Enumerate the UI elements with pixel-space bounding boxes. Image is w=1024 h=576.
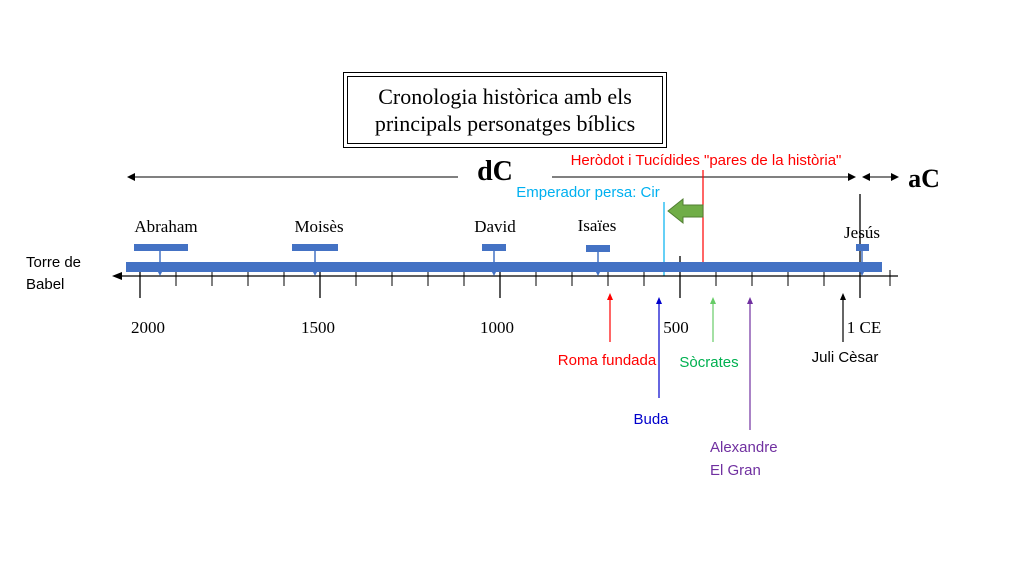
axis-label-1ce: 1 CE (847, 318, 881, 337)
axis-ticks (139, 194, 891, 298)
page-title: Cronologia històrica amb els principals … (347, 76, 663, 144)
marker-isaies (586, 245, 610, 276)
title-box: Cronologia històrica amb els principals … (343, 72, 667, 148)
label-alexandre-line2: El Gran (710, 462, 761, 479)
title-line-1: Cronologia històrica amb els (378, 84, 632, 109)
era-label-ac: aC (908, 164, 940, 193)
marker-david (482, 244, 506, 276)
green-arrow-icon (667, 197, 704, 225)
timeline-bar (126, 262, 882, 272)
label-jesus: Jesús (844, 223, 880, 242)
label-torre-line2: Babel (26, 276, 64, 293)
axis-left-arrow-icon (112, 272, 122, 280)
title-line-2: principals personatges bíblics (374, 111, 636, 136)
era-label-dc: dC (477, 156, 513, 187)
marker-moises (292, 244, 338, 276)
label-herodot: Heròdot i Tucídides "pares de la històri… (571, 152, 842, 169)
label-socrates: Sòcrates (679, 354, 738, 371)
label-cir: Emperador persa: Cir (516, 184, 659, 201)
label-juli: Juli Cèsar (812, 349, 879, 366)
axis-label-1500: 1500 (301, 318, 335, 337)
axis-label-1000: 1000 (480, 318, 514, 337)
label-abraham: Abraham (134, 217, 197, 236)
label-torre-line1: Torre de (26, 254, 81, 271)
label-isaies: Isaïes (578, 216, 617, 235)
label-roma: Roma fundada (558, 352, 657, 369)
marker-abraham (134, 244, 188, 276)
label-david: David (474, 217, 516, 236)
label-moises: Moisès (294, 217, 343, 236)
juli-arrow-head-icon (840, 293, 846, 300)
roma-arrow-head-icon (607, 293, 613, 300)
label-alexandre-line1: Alexandre (710, 439, 778, 456)
socrates-arrow-head-icon (710, 297, 716, 304)
axis-label-500: 500 (663, 318, 689, 337)
alexandre-arrow-head-icon (747, 297, 753, 304)
axis-label-2000: 2000 (131, 318, 165, 337)
label-buda: Buda (633, 411, 669, 428)
marker-jesus (856, 244, 869, 276)
buda-arrow-head-icon (656, 297, 662, 304)
